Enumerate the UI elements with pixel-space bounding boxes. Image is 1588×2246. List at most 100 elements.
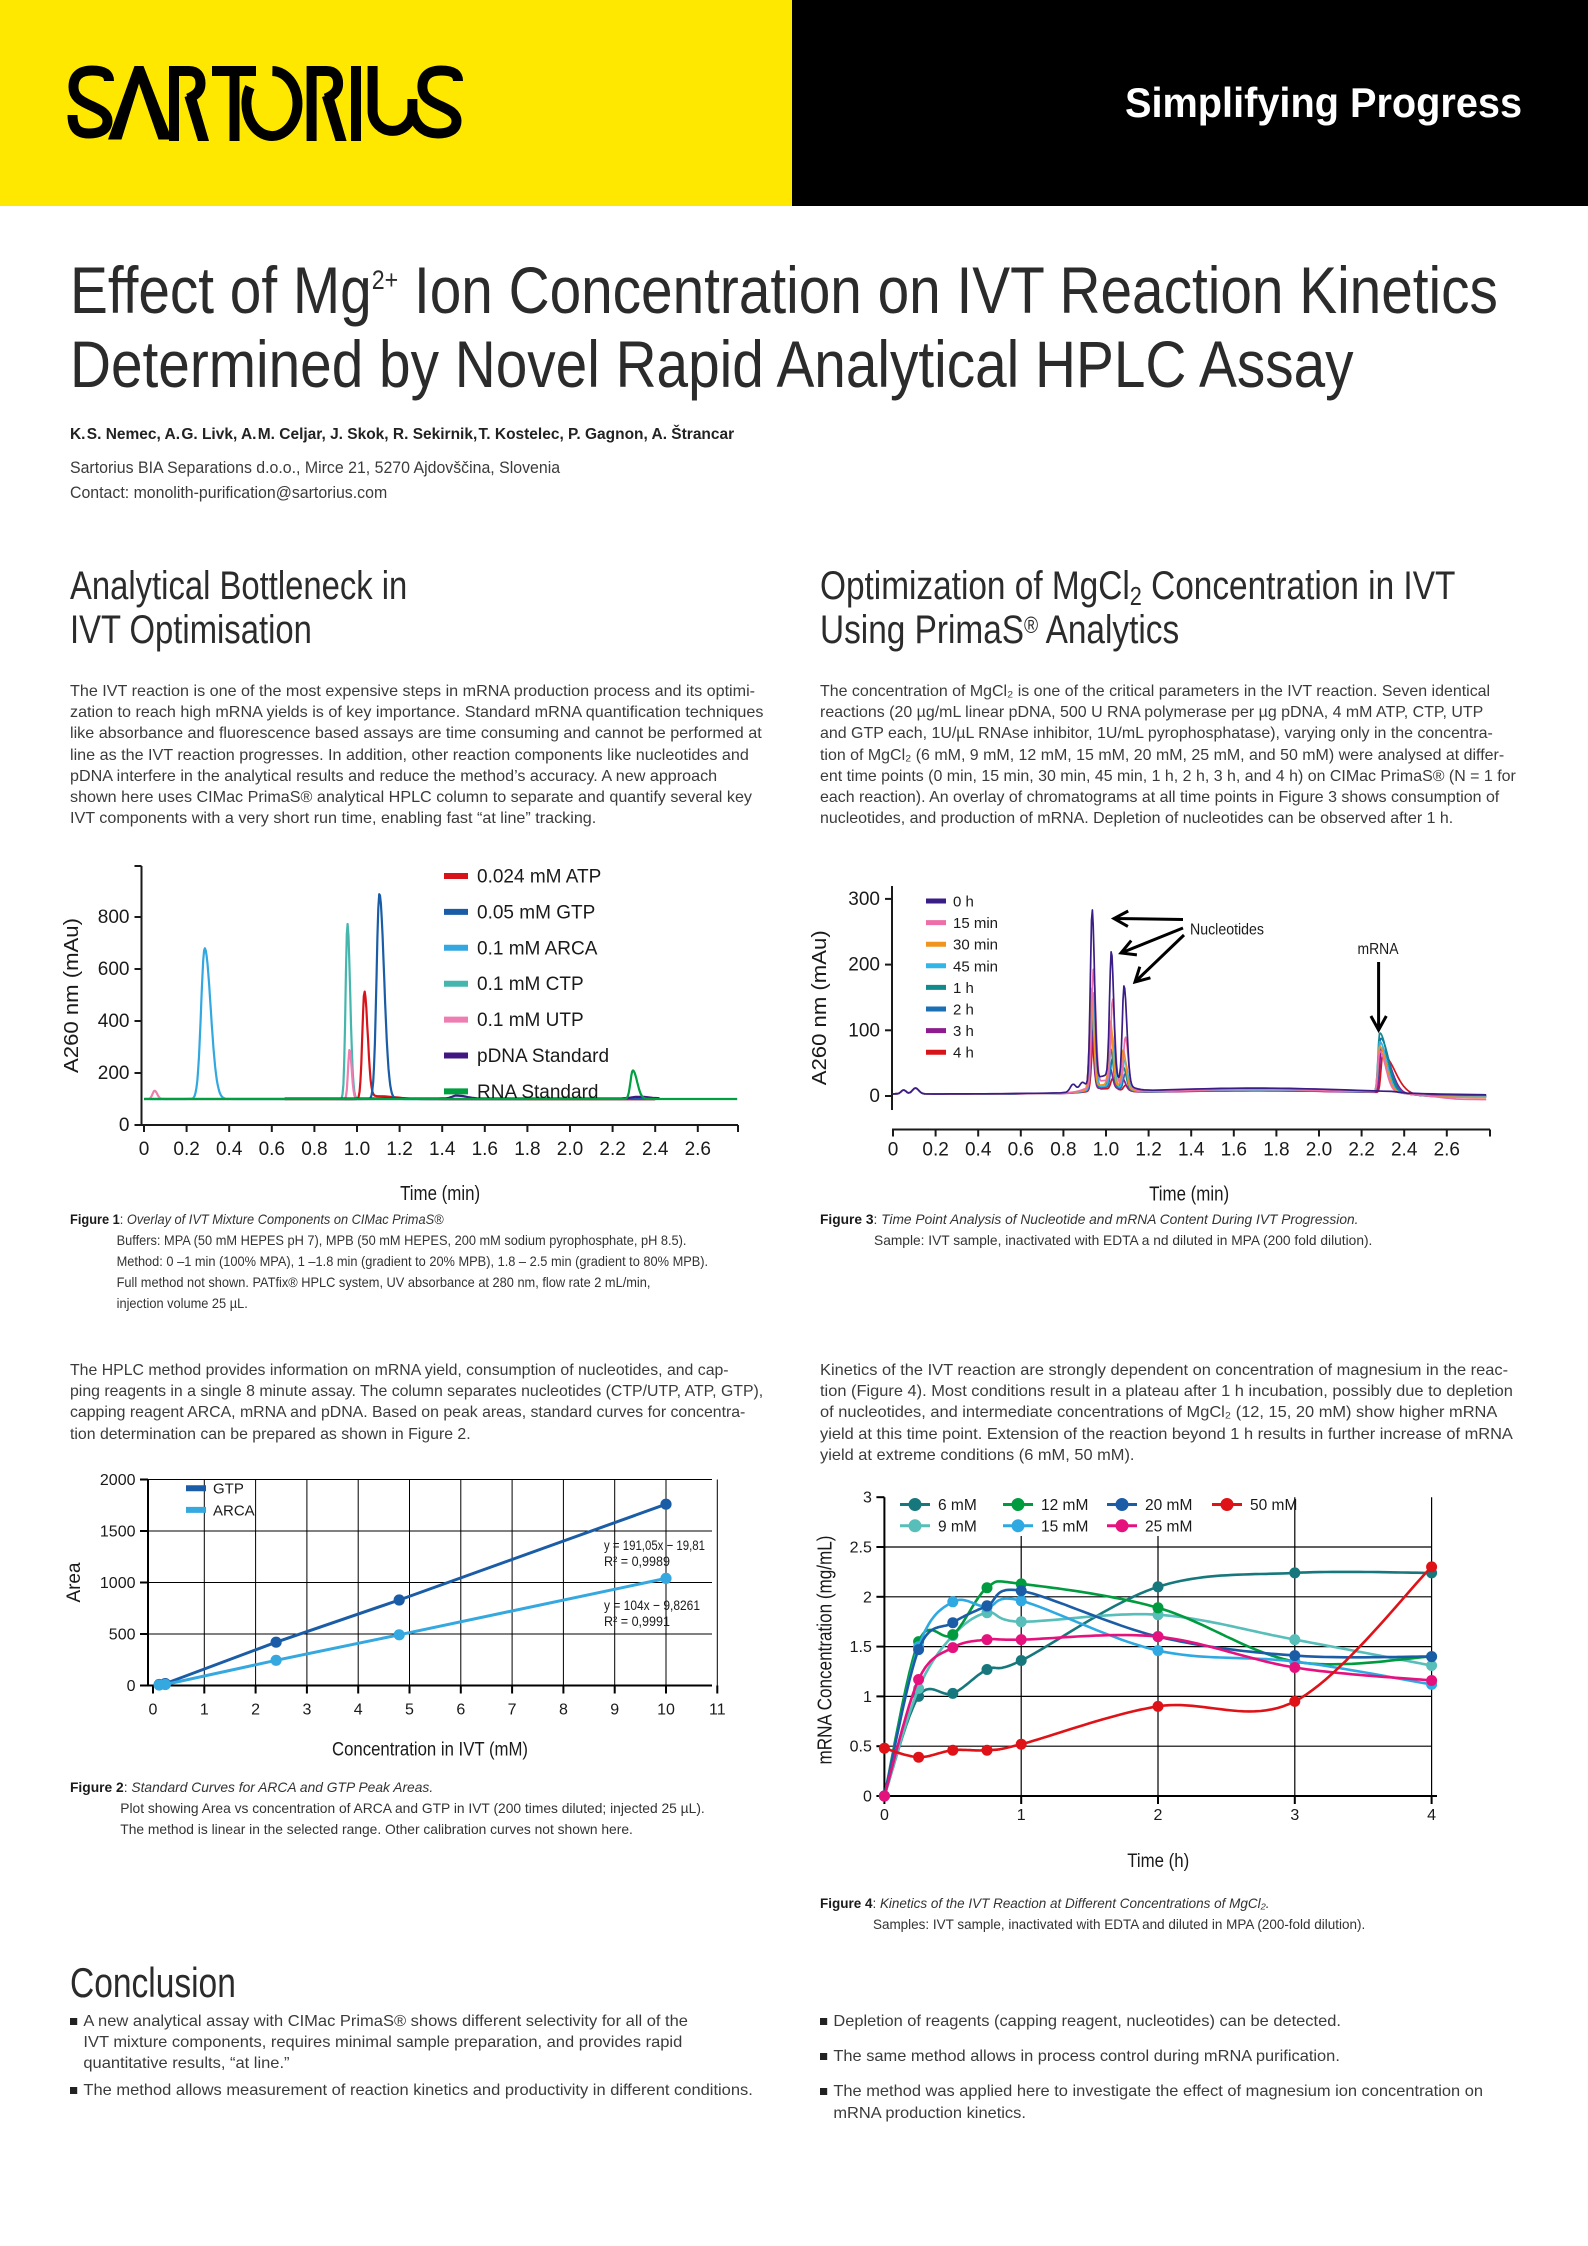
svg-text:0.4: 0.4 xyxy=(965,1140,992,1161)
svg-text:1.4: 1.4 xyxy=(429,1139,456,1160)
svg-text:A260 nm (mAu): A260 nm (mAu) xyxy=(61,918,83,1073)
svg-text:6: 6 xyxy=(456,1702,465,1719)
svg-text:0: 0 xyxy=(127,1678,136,1695)
svg-text:0.05 mM GTP: 0.05 mM GTP xyxy=(477,902,595,923)
svg-text:0: 0 xyxy=(119,1115,130,1136)
svg-text:11: 11 xyxy=(709,1702,726,1719)
svg-text:1.8: 1.8 xyxy=(1263,1140,1289,1161)
svg-text:9 mM: 9 mM xyxy=(938,1518,977,1535)
svg-text:45 min: 45 min xyxy=(953,958,998,975)
svg-text:3: 3 xyxy=(1290,1807,1299,1824)
svg-text:0.1 mM ARCA: 0.1 mM ARCA xyxy=(477,938,598,959)
svg-text:0.4: 0.4 xyxy=(216,1139,243,1160)
svg-text:2.5: 2.5 xyxy=(850,1540,872,1557)
svg-text:Time (min): Time (min) xyxy=(400,1183,480,1205)
svg-text:0: 0 xyxy=(888,1140,899,1161)
svg-text:Concentration in IVT (mM): Concentration in IVT (mM) xyxy=(332,1740,528,1761)
svg-text:4 h: 4 h xyxy=(953,1045,974,1062)
svg-text:Time (h): Time (h) xyxy=(1127,1851,1189,1872)
svg-text:20 mM: 20 mM xyxy=(1145,1497,1192,1514)
svg-text:1.2: 1.2 xyxy=(386,1139,412,1160)
svg-text:200: 200 xyxy=(848,955,880,976)
svg-text:RNA Standard: RNA Standard xyxy=(477,1082,598,1103)
svg-text:GTP: GTP xyxy=(213,1481,244,1498)
svg-text:1: 1 xyxy=(200,1702,209,1719)
svg-text:100: 100 xyxy=(848,1020,880,1041)
svg-text:200: 200 xyxy=(98,1063,130,1084)
svg-text:4: 4 xyxy=(1427,1807,1436,1824)
svg-text:1.8: 1.8 xyxy=(514,1139,540,1160)
svg-text:0.6: 0.6 xyxy=(1008,1140,1034,1161)
svg-text:0.8: 0.8 xyxy=(301,1139,327,1160)
svg-text:1.6: 1.6 xyxy=(1221,1140,1247,1161)
svg-text:ARCA: ARCA xyxy=(213,1502,255,1519)
svg-text:2 h: 2 h xyxy=(953,1002,974,1019)
svg-text:1500: 1500 xyxy=(100,1524,136,1541)
svg-text:0.2: 0.2 xyxy=(173,1139,199,1160)
svg-text:1: 1 xyxy=(1017,1807,1026,1824)
svg-text:0: 0 xyxy=(869,1086,880,1107)
svg-text:0.1 mM CTP: 0.1 mM CTP xyxy=(477,974,584,995)
svg-text:25 mM: 25 mM xyxy=(1145,1518,1192,1535)
svg-text:3: 3 xyxy=(863,1490,872,1507)
svg-text:2.6: 2.6 xyxy=(1434,1140,1460,1161)
svg-text:2: 2 xyxy=(863,1589,872,1606)
svg-text:mRNA: mRNA xyxy=(1358,941,1399,958)
svg-text:300: 300 xyxy=(848,889,880,910)
svg-text:400: 400 xyxy=(98,1011,130,1032)
svg-text:R² = 0,9991: R² = 0,9991 xyxy=(604,1613,670,1629)
svg-text:y = 191,05x − 19,81: y = 191,05x − 19,81 xyxy=(604,1537,705,1553)
svg-text:A260 nm (mAu): A260 nm (mAu) xyxy=(809,930,831,1085)
svg-text:50 mM: 50 mM xyxy=(1250,1497,1297,1514)
svg-text:6 mM: 6 mM xyxy=(938,1497,977,1514)
svg-text:2.2: 2.2 xyxy=(1348,1140,1374,1161)
svg-text:0: 0 xyxy=(139,1139,150,1160)
svg-text:0: 0 xyxy=(863,1789,872,1806)
svg-text:800: 800 xyxy=(98,907,130,928)
svg-text:600: 600 xyxy=(98,959,130,980)
svg-text:1.4: 1.4 xyxy=(1178,1140,1205,1161)
svg-text:1: 1 xyxy=(863,1689,872,1706)
svg-text:3 h: 3 h xyxy=(953,1023,974,1040)
svg-text:1.2: 1.2 xyxy=(1135,1140,1161,1161)
svg-text:2: 2 xyxy=(1154,1807,1163,1824)
svg-text:0 h: 0 h xyxy=(953,894,974,911)
svg-text:1.5: 1.5 xyxy=(850,1639,872,1656)
svg-text:4: 4 xyxy=(354,1702,363,1719)
svg-text:12 mM: 12 mM xyxy=(1041,1497,1088,1514)
svg-text:9: 9 xyxy=(610,1702,619,1719)
svg-text:0.1 mM UTP: 0.1 mM UTP xyxy=(477,1010,584,1031)
svg-text:2.4: 2.4 xyxy=(642,1139,669,1160)
svg-text:7: 7 xyxy=(508,1702,517,1719)
svg-text:1.0: 1.0 xyxy=(344,1139,370,1160)
svg-text:Area: Area xyxy=(64,1562,85,1602)
svg-text:0.2: 0.2 xyxy=(922,1140,948,1161)
svg-text:0.8: 0.8 xyxy=(1050,1140,1076,1161)
svg-text:0: 0 xyxy=(149,1702,158,1719)
svg-text:pDNA Standard: pDNA Standard xyxy=(477,1046,609,1067)
svg-text:0.5: 0.5 xyxy=(850,1739,872,1756)
svg-text:0: 0 xyxy=(880,1807,889,1824)
svg-text:1 h: 1 h xyxy=(953,980,974,997)
svg-text:2.0: 2.0 xyxy=(1306,1140,1332,1161)
svg-text:2.4: 2.4 xyxy=(1391,1140,1418,1161)
svg-text:R² = 0,9989: R² = 0,9989 xyxy=(604,1553,670,1569)
svg-text:2.0: 2.0 xyxy=(557,1139,583,1160)
svg-text:0.024 mM ATP: 0.024 mM ATP xyxy=(477,867,601,888)
svg-text:2.2: 2.2 xyxy=(599,1139,625,1160)
svg-text:1.6: 1.6 xyxy=(472,1139,498,1160)
svg-text:2000: 2000 xyxy=(100,1472,136,1489)
svg-text:15 min: 15 min xyxy=(953,915,998,932)
svg-text:10: 10 xyxy=(657,1702,675,1719)
svg-text:5: 5 xyxy=(405,1702,414,1719)
svg-text:0.6: 0.6 xyxy=(259,1139,285,1160)
svg-text:1000: 1000 xyxy=(100,1575,136,1592)
svg-text:2: 2 xyxy=(251,1702,260,1719)
svg-text:Time (min): Time (min) xyxy=(1149,1184,1229,1206)
svg-text:30 min: 30 min xyxy=(953,937,998,954)
svg-text:500: 500 xyxy=(109,1627,136,1644)
svg-text:2.6: 2.6 xyxy=(685,1139,711,1160)
svg-text:15 mM: 15 mM xyxy=(1041,1518,1088,1535)
svg-text:3: 3 xyxy=(302,1702,311,1719)
svg-text:1.0: 1.0 xyxy=(1093,1140,1119,1161)
